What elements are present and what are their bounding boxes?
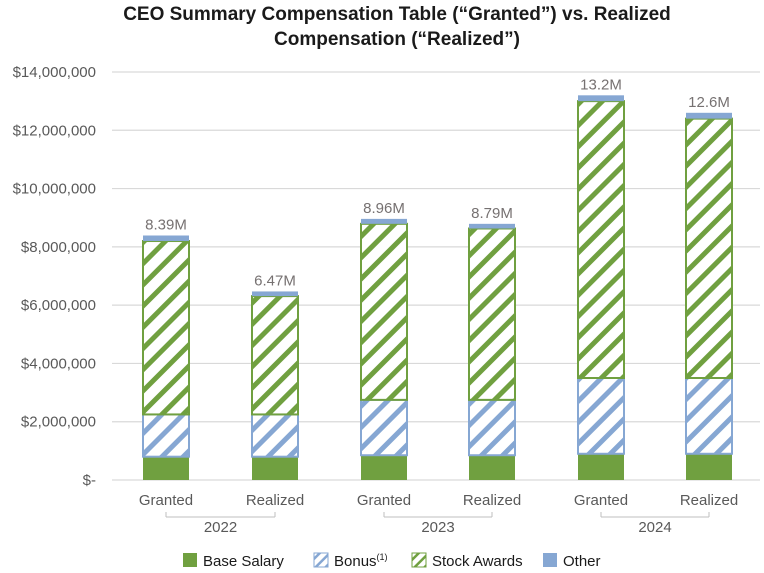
x-category-label: Realized: [246, 492, 304, 509]
x-category-label: Granted: [139, 492, 193, 509]
bar-segment-bonus: [685, 377, 733, 455]
group-bracket: 2022: [165, 512, 276, 536]
group-label-bg: [414, 518, 462, 536]
bar-segment-base: [578, 453, 624, 480]
legend: Base Salary Bonus(1) Stock Awards Other: [183, 552, 601, 570]
group-label-bg: [631, 518, 679, 536]
legend-label-stock-awards: Stock Awards: [432, 553, 523, 570]
legend-label-bonus-name: Bonus: [334, 553, 377, 570]
total-labels: 8.39M 6.47M 8.96M 8.79M 13.2M 12.6M: [145, 76, 730, 289]
bar-total-label: 8.79M: [471, 205, 513, 222]
x-category-label: Granted: [574, 492, 628, 509]
y-tick-label: $10,000,000: [13, 181, 96, 198]
x-axis-group-labels: 2022 2023 2024: [165, 512, 710, 536]
bar-segment-other: [469, 223, 515, 229]
y-tick-label: $2,000,000: [21, 414, 96, 431]
bar-segment-base: [143, 456, 189, 480]
group-bracket: 2023: [383, 512, 493, 536]
bar-stack: [142, 235, 190, 480]
bar-stack: [468, 223, 516, 480]
bar-segment-other: [686, 112, 732, 119]
bar-stack: [577, 95, 625, 480]
x-category-label: Realized: [680, 492, 738, 509]
x-category-label: Realized: [463, 492, 521, 509]
bar-segment-other: [252, 291, 298, 297]
bar-segment-bonus: [142, 413, 190, 458]
legend-label-bonus-superscript: (1): [377, 552, 388, 562]
bar-segment-stock: [360, 222, 408, 401]
legend-label-base-salary: Base Salary: [203, 553, 284, 570]
x-axis-category-labels: Granted Realized Granted Realized Granted Rea…: [139, 492, 738, 509]
y-tick-label: $8,000,000: [21, 239, 96, 256]
bar-segment-stock: [142, 240, 190, 416]
group-bracket: 2024: [600, 512, 710, 536]
y-axis-labels: $- $2,000,000 $4,000,000 $6,000,000 $8,000,0…: [13, 64, 96, 489]
bar-stack: [685, 112, 733, 480]
bar-stack: [251, 291, 299, 480]
y-tick-label: $-: [83, 472, 96, 489]
bar-segment-bonus: [577, 377, 625, 455]
bar-total-label: 12.6M: [688, 94, 730, 111]
group-label-bg: [196, 518, 245, 536]
chart-title-line-1: CEO Summary Compensation Table (“Granted…: [123, 4, 671, 25]
x-group-label: 2022: [204, 519, 237, 536]
y-tick-label: $6,000,000: [21, 297, 96, 314]
legend-label-other: Other: [563, 553, 601, 570]
gridlines: [112, 71, 760, 481]
bar-stack: [360, 218, 408, 480]
bar-segment-base: [252, 456, 298, 480]
bar-total-label: 8.96M: [363, 200, 405, 217]
bar-segment-base: [686, 453, 732, 480]
x-group-label: 2023: [421, 519, 454, 536]
bar-segment-stock: [468, 227, 516, 401]
bar-segment-bonus: [251, 413, 299, 458]
x-category-label: Granted: [357, 492, 411, 509]
x-group-label: 2024: [638, 519, 671, 536]
bar-total-label: 6.47M: [254, 272, 296, 289]
bar-segment-other: [361, 218, 407, 224]
bar-total-label: 13.2M: [580, 76, 622, 93]
bar-segment-bonus: [468, 398, 516, 457]
legend-swatch-base-salary: [183, 553, 197, 567]
chart-title-line-2: Compensation (“Realized”): [274, 29, 520, 50]
y-tick-label: $12,000,000: [13, 122, 96, 139]
bar-segment-bonus: [360, 398, 408, 457]
legend-swatch-stock-awards: [411, 552, 427, 568]
bars: [142, 95, 733, 480]
bar-segment-stock: [577, 100, 625, 380]
bar-segment-stock: [251, 295, 299, 416]
bar-segment-base: [469, 455, 515, 480]
legend-swatch-other: [543, 553, 557, 567]
y-tick-label: $14,000,000: [13, 64, 96, 81]
y-tick-label: $4,000,000: [21, 355, 96, 372]
bar-total-label: 8.39M: [145, 216, 187, 233]
legend-label-bonus: Bonus(1): [334, 552, 388, 570]
bar-segment-stock: [685, 117, 733, 379]
bar-segment-other: [143, 235, 189, 242]
legend-swatch-bonus: [313, 552, 329, 568]
bar-segment-other: [578, 95, 624, 102]
bar-segment-base: [361, 455, 407, 480]
